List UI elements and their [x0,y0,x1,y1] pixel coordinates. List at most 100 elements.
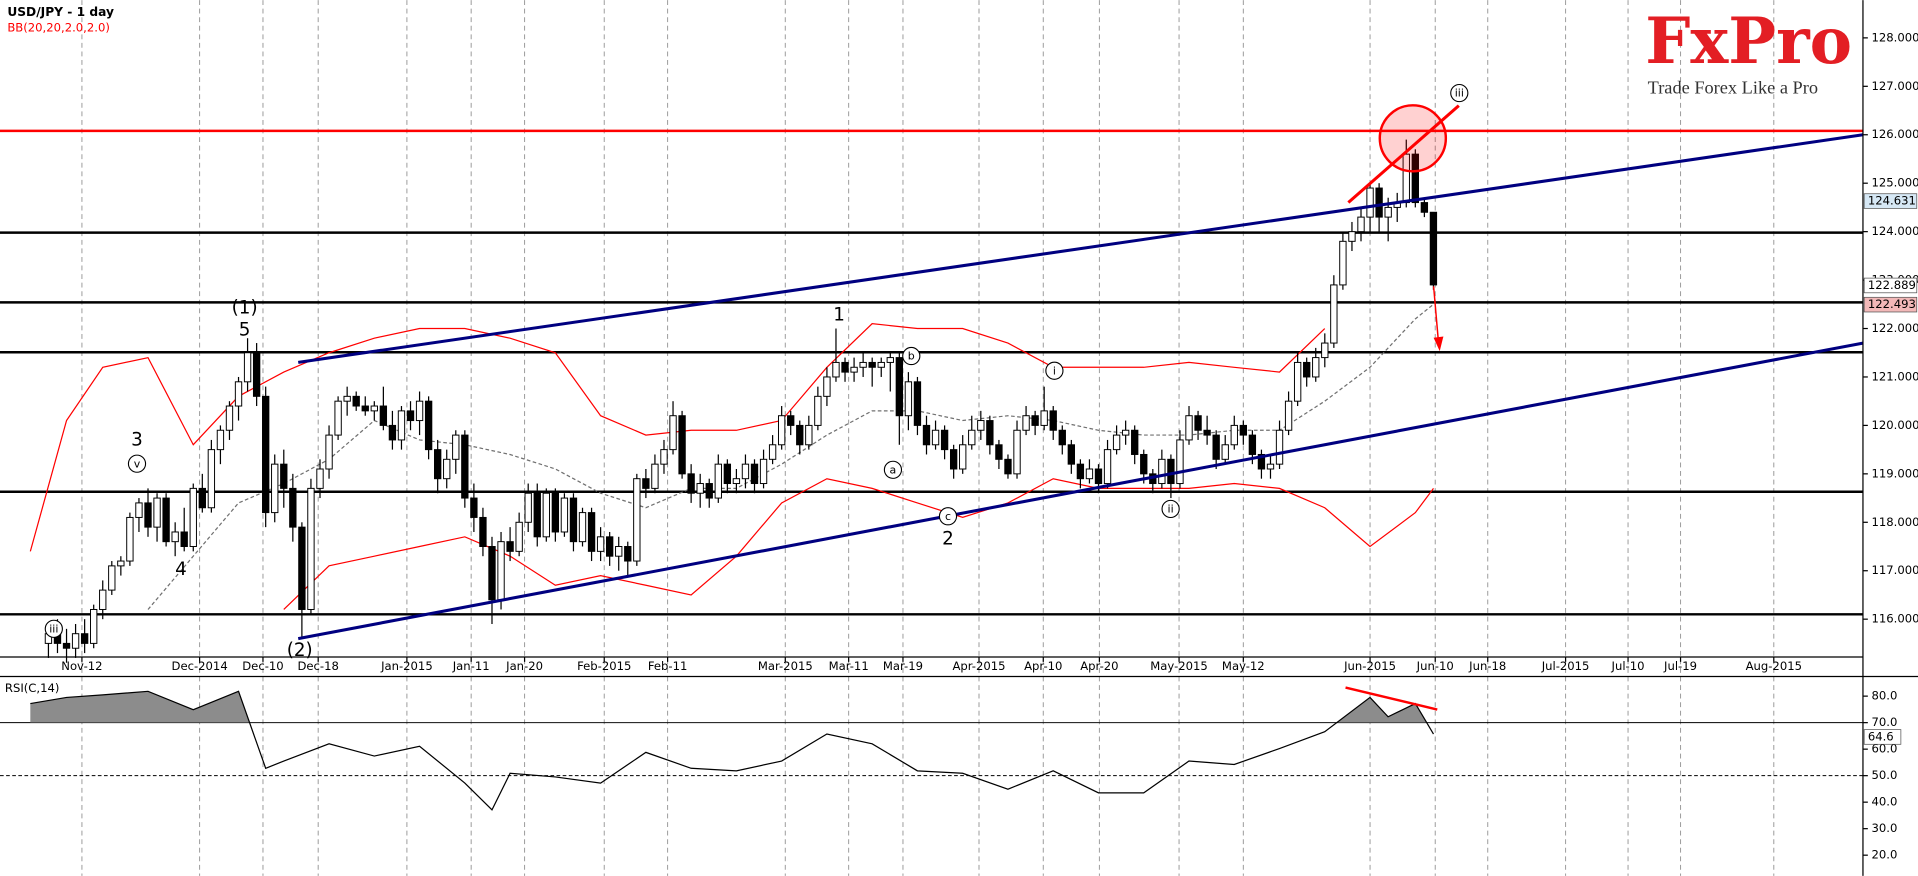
candle-body [1085,468,1094,480]
x-tick-label: May-12 [1222,659,1265,673]
x-tick-label: Jun-18 [1468,659,1506,673]
candle-body [823,376,831,397]
candle-body [1058,429,1066,446]
candle-body [1266,463,1275,470]
candle-body [714,463,722,499]
x-tick-label: Mar-11 [829,659,869,673]
candle-body [669,415,677,451]
x-tick-label: Apr-2015 [952,659,1005,673]
candle-body [732,478,741,485]
y-tick-label: 126.000 [1872,127,1918,141]
candle-body [1257,453,1266,470]
candle-body [1131,429,1139,455]
candle-body [252,352,261,397]
wave-circle [883,460,903,479]
y-tick-label: 118.000 [1872,515,1918,529]
trend-line [297,133,1864,364]
candle-body [832,361,840,378]
x-tick-label: Jul-10 [1611,659,1645,673]
candle-body [1384,206,1392,218]
candle-body [488,546,496,601]
x-tick-label: Jul-19 [1663,659,1697,673]
x-tick-label: Mar-2015 [758,659,813,673]
candle-body [768,444,777,460]
candle-body [379,405,388,426]
x-tick-label: Nov-12 [61,659,102,673]
candle-body [225,405,234,431]
candle-body [642,478,650,489]
candle-body [904,381,913,417]
candle-body [913,381,922,426]
candle-body [560,497,569,533]
candle-body [397,410,406,441]
candle-body [814,395,822,426]
y-tick-label: 125.000 [1872,176,1918,190]
candle-body [1004,458,1012,475]
candle-body [1158,458,1166,485]
candle-body [1321,342,1329,359]
candle-body [678,415,686,475]
candle-body [198,487,206,509]
candle-body [1167,458,1175,485]
rsi-tick-label: 50.0 [1872,768,1898,782]
candle-body [1212,434,1220,460]
candle-body [995,444,1003,460]
candle-body [1185,415,1193,441]
candle-body [1176,439,1184,485]
wave-label: v [134,457,141,470]
x-tick-label: Jan-2015 [380,659,433,673]
candle-body [633,478,641,562]
candle-body [705,483,713,499]
y-tick-label: 127.000 [1872,79,1918,93]
candle-body [696,483,704,494]
candle-body [1203,429,1211,436]
y-tick-label: 128.000 [1872,30,1918,44]
candle-body [180,531,188,547]
y-tick-label: 120.000 [1872,418,1918,432]
candle-body [343,395,351,402]
candle-body [162,497,170,543]
y-tick-label: 119.000 [1872,466,1918,480]
candle-body [1411,153,1419,204]
candle-body [687,473,695,494]
rsi-tick-label: 70.0 [1872,715,1898,729]
candle-body [651,463,659,489]
x-tick-label: Apr-10 [1024,659,1062,673]
arrow-head [1433,336,1444,352]
x-tick-label: May-2015 [1150,659,1208,673]
candle-body [1284,400,1293,431]
candle-body [886,357,894,363]
wave-label: (1) [232,297,258,318]
x-tick-label: Dec-18 [297,659,338,673]
candle-body [777,415,786,446]
y-tick-label: 117.000 [1872,563,1918,577]
wave-circle [1045,361,1064,380]
y-tick-label: 121.000 [1872,369,1918,383]
price-tag-label: 122.889 [1868,278,1916,292]
highlight-circle [1378,104,1448,173]
candle-body [243,352,252,383]
candle-body [787,415,795,426]
wave-label: 2 [942,529,954,550]
wave-label: a [890,463,897,476]
x-tick-label: Dec-10 [242,659,283,673]
wave-circle [938,507,958,526]
candle-body [841,361,849,373]
candle-body [968,429,976,446]
candle-body [1094,468,1103,485]
candle-body [1239,424,1247,436]
candle-body [524,492,532,523]
candle-body [1330,284,1338,344]
candle-body [922,424,931,446]
candle-body [1013,429,1021,475]
wave-circle [44,619,63,638]
candle-body [569,497,578,543]
candle-layer [44,139,1438,663]
candle-body [1429,211,1438,286]
candle-body [805,424,813,446]
candle-body [90,608,98,644]
candle-body [216,429,225,451]
rsi-label: RSI(C,14) [5,681,60,695]
candle-body [1230,424,1238,446]
